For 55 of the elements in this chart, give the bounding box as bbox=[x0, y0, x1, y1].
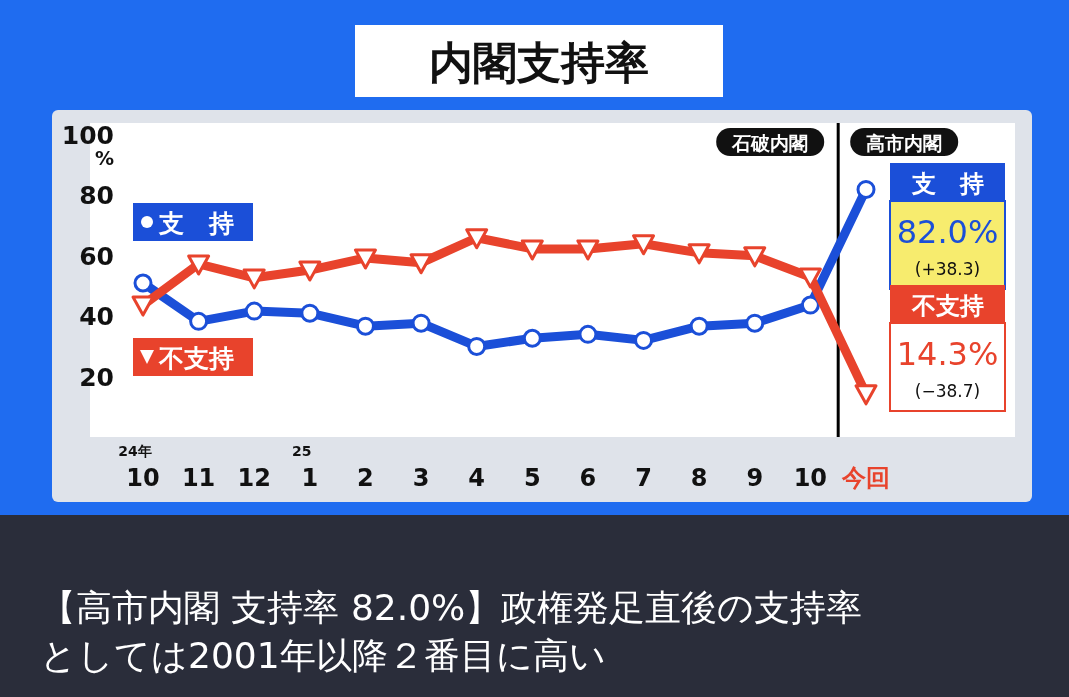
chart-title: 内閣支持率 bbox=[429, 37, 649, 88]
y-tick-label: 60 bbox=[79, 241, 114, 271]
point bbox=[244, 301, 264, 321]
point bbox=[133, 273, 153, 293]
x-tick-label: 12 bbox=[237, 464, 271, 492]
x-tick-label: 3 bbox=[412, 464, 430, 492]
annotation: 石破内閣 bbox=[731, 132, 809, 154]
x-tick-label: 25 1 bbox=[292, 443, 319, 492]
text: 不支持 bbox=[910, 292, 984, 320]
x-tick-label: 5 bbox=[523, 464, 541, 492]
point bbox=[355, 316, 375, 336]
point bbox=[520, 239, 544, 261]
y-tick-label: 40 bbox=[79, 302, 114, 332]
point bbox=[242, 268, 266, 290]
text: 支 持 bbox=[910, 170, 984, 198]
x-tick-label: 10 bbox=[793, 464, 828, 492]
point bbox=[522, 328, 542, 348]
point bbox=[745, 313, 765, 333]
point bbox=[689, 316, 709, 336]
point bbox=[800, 295, 820, 315]
point bbox=[409, 253, 433, 275]
point bbox=[189, 311, 209, 331]
point bbox=[578, 324, 598, 344]
series-label: 不支持 bbox=[158, 344, 234, 373]
point bbox=[634, 330, 654, 350]
y-tick-label: 20 bbox=[79, 362, 114, 392]
point bbox=[187, 254, 211, 276]
x-tick-label: 24年 10 bbox=[118, 443, 160, 492]
x-tick-label: 11 bbox=[181, 464, 216, 492]
x-tick-label: 4 bbox=[468, 464, 486, 492]
y-tick-label: 80 bbox=[79, 181, 114, 211]
text: (−38.7) bbox=[914, 381, 981, 401]
point bbox=[798, 267, 822, 289]
point bbox=[353, 248, 377, 270]
point bbox=[298, 260, 322, 282]
point bbox=[300, 303, 320, 323]
point bbox=[687, 243, 711, 265]
x-tick-label: 2 bbox=[357, 464, 374, 492]
series-label: 支 持 bbox=[158, 209, 234, 238]
data-label: 14.3% bbox=[896, 335, 999, 373]
text: (+38.3) bbox=[914, 259, 981, 279]
point bbox=[465, 228, 489, 250]
point bbox=[632, 234, 656, 256]
x-tick-label: 8 bbox=[690, 464, 708, 492]
point bbox=[411, 313, 431, 333]
x-tick-label: 7 bbox=[635, 464, 652, 492]
point bbox=[467, 336, 487, 356]
x-tick-label: 9 bbox=[746, 464, 764, 492]
point bbox=[743, 246, 767, 268]
x-tick-label: 6 bbox=[579, 464, 597, 492]
annotation: 高市内閣 bbox=[866, 132, 943, 154]
x-tick-label: 今回 bbox=[841, 464, 890, 492]
data-label: 82.0% bbox=[896, 213, 999, 251]
point bbox=[576, 239, 600, 261]
text: 【高市内閣 支持率 82.0%】政権発足直後の支持率としては2001年以降２番目に高い bbox=[40, 587, 863, 676]
